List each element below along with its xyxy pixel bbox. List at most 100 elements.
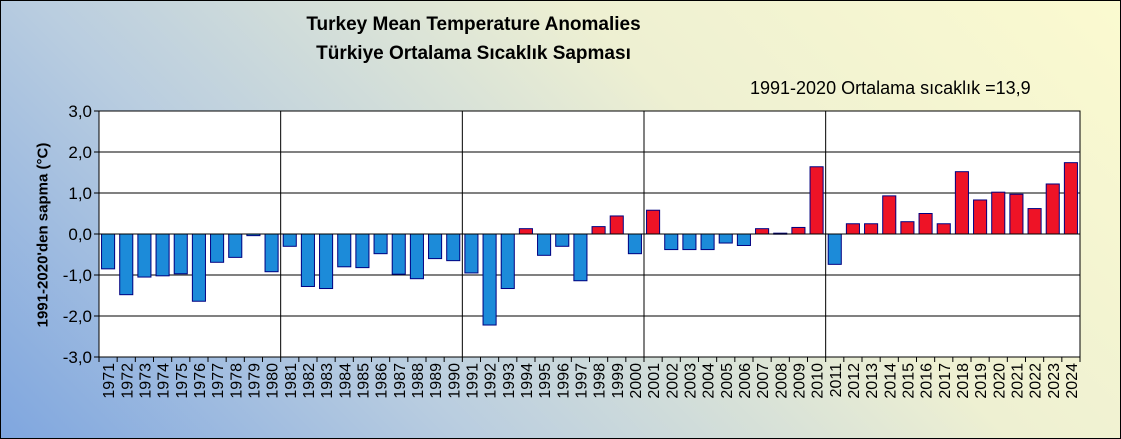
x-tick-label: 1992 [483, 363, 500, 399]
x-tick-label: 1993 [501, 363, 518, 399]
y-tick-label: 2,0 [68, 143, 92, 162]
bar [954, 171, 969, 235]
bar [1063, 162, 1078, 235]
x-tick-label: 1977 [210, 363, 227, 399]
bar [845, 223, 860, 235]
chart-title: Turkey Mean Temperature Anomalies [306, 14, 641, 35]
x-tick-label: 2003 [682, 363, 699, 399]
x-tick-label: 2012 [846, 363, 863, 399]
x-tick-label: 2023 [1046, 363, 1063, 399]
bar [409, 233, 424, 280]
x-tick-label: 1989 [428, 363, 445, 399]
chart-annotation: 1991-2020 Ortalama sıcaklık =13,9 [750, 78, 1031, 98]
x-tick-label: 1985 [355, 363, 372, 399]
bar [428, 233, 443, 260]
x-tick-label: 1988 [410, 363, 427, 399]
bar [155, 233, 170, 277]
bar [936, 223, 951, 235]
bar [973, 199, 988, 235]
x-tick-label: 2009 [791, 363, 808, 399]
x-tick-label: 1979 [246, 363, 263, 399]
x-tick-label: 2019 [973, 363, 990, 399]
x-tick-label: 1980 [265, 363, 282, 399]
x-tick-label: 1971 [101, 363, 118, 399]
x-tick-label: 1972 [119, 363, 136, 399]
bar [755, 228, 770, 235]
bar [627, 233, 642, 255]
bar [337, 233, 352, 268]
x-tick-label: 2021 [1009, 363, 1026, 399]
x-tick-label: 1990 [446, 363, 463, 399]
bar [809, 166, 824, 235]
x-tick-label: 2017 [937, 363, 954, 399]
x-tick-label: 1996 [555, 363, 572, 399]
bar [882, 195, 897, 235]
bar [228, 233, 243, 258]
bar [1009, 193, 1024, 235]
x-tick-label: 2010 [810, 363, 827, 399]
bar [391, 233, 406, 275]
bar [191, 233, 206, 302]
x-tick-label: 1973 [137, 363, 154, 399]
x-tick-label: 1984 [337, 363, 354, 399]
y-tick-label: -1,0 [63, 266, 92, 285]
bar [537, 233, 552, 256]
y-tick-label: 3,0 [68, 102, 92, 121]
bar [918, 213, 933, 235]
x-tick-label: 2020 [991, 363, 1008, 399]
x-tick-label: 2016 [919, 363, 936, 399]
x-tick-label: 1976 [192, 363, 209, 399]
x-tick-label: 2014 [882, 363, 899, 399]
x-tick-label: 2022 [1028, 363, 1045, 399]
y-tick-label: -2,0 [63, 307, 92, 326]
bar [464, 233, 479, 274]
y-tick-label: 0,0 [68, 225, 92, 244]
bar [718, 233, 733, 244]
bar [355, 233, 370, 269]
bar [119, 233, 134, 296]
bar [864, 223, 879, 235]
x-tick-label: 1987 [392, 363, 409, 399]
x-tick-label: 1981 [283, 363, 300, 399]
x-tick-label: 1999 [610, 363, 627, 399]
bar [591, 226, 606, 235]
x-tick-label: 2008 [773, 363, 790, 399]
x-tick-label: 2015 [900, 363, 917, 399]
bar [500, 233, 515, 290]
bar [555, 233, 570, 247]
bar [319, 233, 334, 290]
x-tick-label: 1986 [374, 363, 391, 399]
bar [482, 233, 497, 326]
bar [210, 233, 225, 263]
x-tick-label: 1995 [537, 363, 554, 399]
bar [446, 233, 461, 262]
x-tick-label: 1997 [573, 363, 590, 399]
bar [300, 233, 315, 287]
bar [518, 228, 533, 235]
x-tick-label: 2024 [1064, 363, 1081, 399]
bar [646, 209, 661, 235]
bar [991, 191, 1006, 235]
x-tick-label: 2004 [701, 363, 718, 399]
x-tick-label: 2001 [646, 363, 663, 399]
bar [664, 233, 679, 251]
x-tick-label: 2013 [864, 363, 881, 399]
bar [1027, 208, 1042, 235]
x-tick-label: 1982 [301, 363, 318, 399]
bar [137, 233, 152, 278]
bar [264, 233, 279, 273]
x-tick-label: 1998 [592, 363, 609, 399]
x-tick-label: 2002 [664, 363, 681, 399]
y-tick-label: -3,0 [63, 348, 92, 367]
bar [101, 233, 116, 270]
x-tick-label: 2018 [955, 363, 972, 399]
bar [1045, 183, 1060, 235]
bar [373, 233, 388, 255]
x-tick-label: 1994 [519, 363, 536, 399]
x-tick-label: 2005 [719, 363, 736, 399]
bar [791, 226, 806, 235]
x-tick-label: 2011 [828, 363, 845, 398]
bar [827, 233, 842, 265]
